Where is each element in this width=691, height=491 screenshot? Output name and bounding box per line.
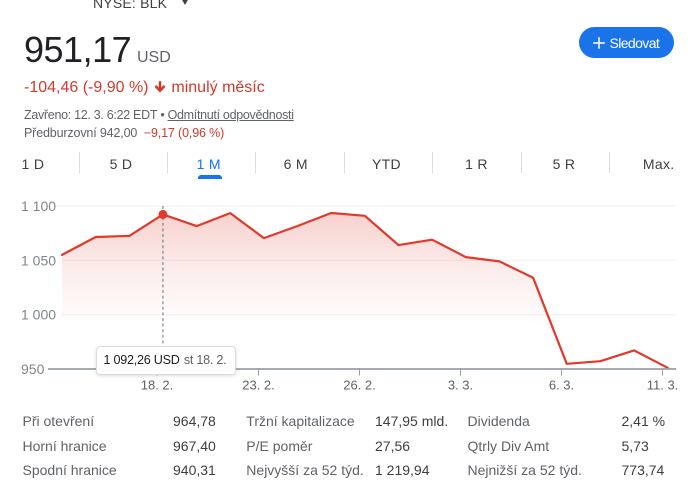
svg-text:1 000: 1 000 (21, 307, 56, 323)
svg-text:6. 3.: 6. 3. (549, 378, 574, 393)
svg-text:26. 2.: 26. 2. (343, 378, 376, 393)
svg-text:11. 3.: 11. 3. (647, 378, 679, 393)
svg-text:950: 950 (21, 361, 45, 377)
svg-text:23. 2.: 23. 2. (242, 378, 275, 393)
svg-text:1 050: 1 050 (21, 252, 56, 268)
svg-text:18. 2.: 18. 2. (141, 378, 174, 393)
svg-text:1 100: 1 100 (21, 198, 56, 214)
svg-text:3. 3.: 3. 3. (448, 378, 473, 393)
